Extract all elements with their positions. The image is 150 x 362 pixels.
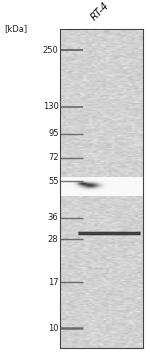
Text: 10: 10 (48, 324, 58, 333)
Text: RT-4: RT-4 (89, 1, 111, 22)
Text: 95: 95 (48, 129, 58, 138)
Text: 36: 36 (48, 213, 58, 222)
Text: 250: 250 (43, 46, 58, 55)
Text: 17: 17 (48, 278, 58, 287)
Text: [kDa]: [kDa] (4, 24, 28, 33)
Text: 55: 55 (48, 177, 58, 186)
Text: 72: 72 (48, 153, 58, 162)
Text: 130: 130 (43, 102, 58, 111)
Text: 28: 28 (48, 235, 58, 244)
